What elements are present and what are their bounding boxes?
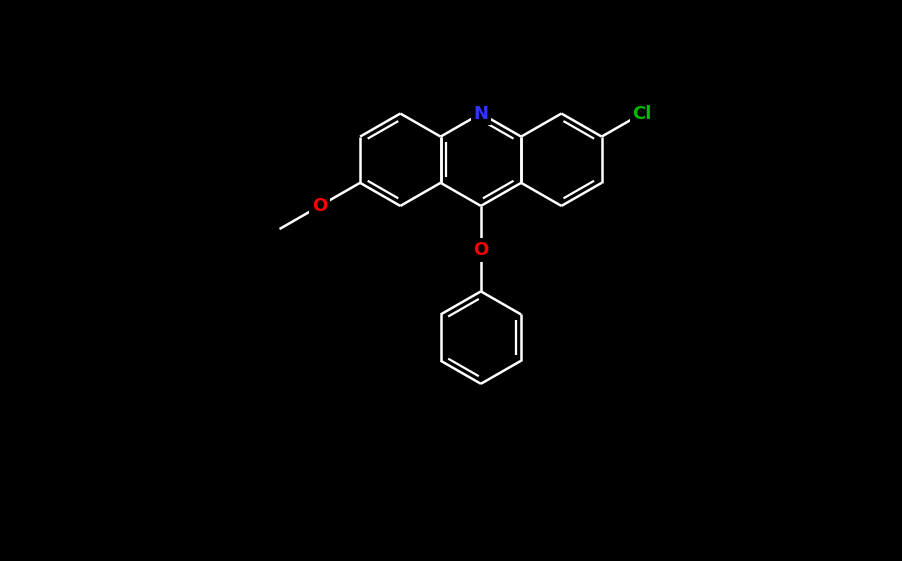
Text: Cl: Cl — [632, 104, 651, 122]
Text: O: O — [474, 241, 489, 259]
Text: O: O — [312, 197, 327, 215]
Text: N: N — [474, 104, 488, 122]
